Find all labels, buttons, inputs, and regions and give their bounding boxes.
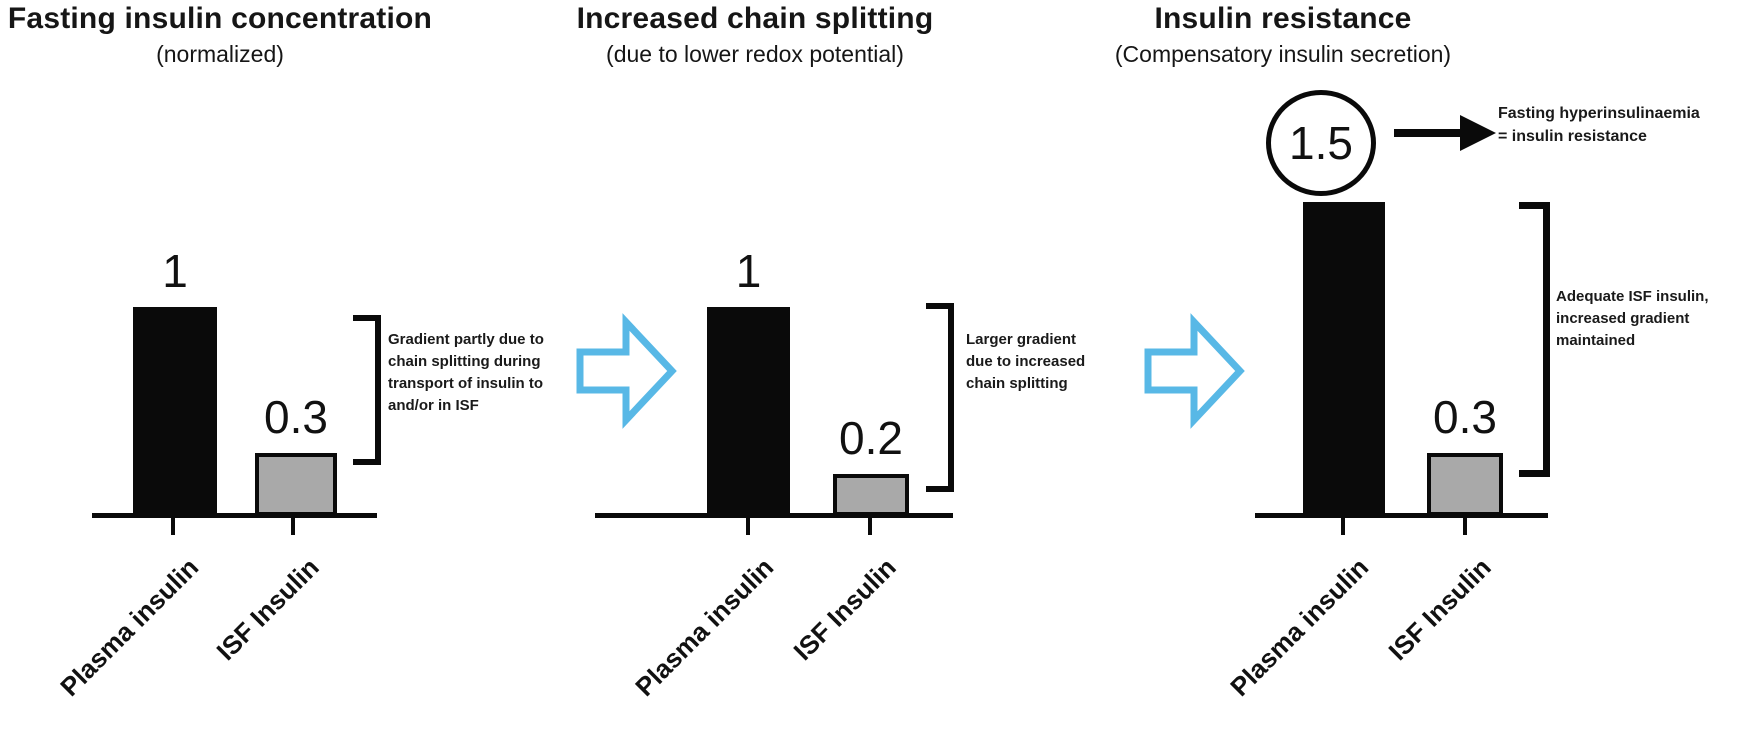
flow-arrow-1-icon (576, 313, 677, 429)
panel3-title: Insulin resistance (1154, 2, 1412, 35)
panel2-plasma-value-label: 1 (735, 245, 762, 297)
panel2-subtitle: (due to lower redox potential) (606, 41, 904, 67)
panel1-plasma-insulin-bar (133, 307, 217, 516)
panel2-isf-value-label: 0.2 (839, 412, 903, 464)
flow-arrow-2-icon (1144, 313, 1245, 429)
panel1-isf-insulin-bar (255, 453, 337, 516)
panel3-x-axis (1255, 513, 1548, 518)
panel1-plasma-value-label: 1 (162, 245, 188, 297)
panel1-label-isf-insulin: ISF Insulin (210, 552, 325, 667)
panel2-x-axis (595, 513, 953, 518)
hyperinsulinaemia-note: Fasting hyperinsulinaemia = insulin resi… (1498, 105, 1700, 145)
panel1-label-plasma-insulin: Plasma insulin (54, 552, 205, 702)
panel2-bracket (926, 303, 954, 492)
panel3-label-plasma-insulin: Plasma insulin (1224, 552, 1375, 702)
panel2-bracket-note: Larger gradient due to increased chain s… (966, 331, 1086, 392)
panel1-bracket-note: Gradient partly due to chain splitting d… (388, 331, 544, 414)
panel1-isf-value-label: 0.3 (264, 391, 328, 443)
panel1-tick-plasma (171, 518, 175, 535)
panel3-tick-plasma (1341, 518, 1345, 535)
panel3-bracket (1519, 202, 1550, 477)
panel2-tick-plasma (746, 518, 750, 535)
panel1-title: Fasting insulin concentration (7, 2, 433, 35)
panel3-bracket-note: Adequate ISF insulin, increased gradient… (1556, 288, 1709, 349)
panel2-label-isf-insulin: ISF Insulin (787, 552, 902, 667)
panel3-subtitle: (Compensatory insulin secretion) (1114, 41, 1452, 67)
panel1-tick-isf (291, 518, 295, 535)
circled-value-badge: 1.5 (1266, 90, 1376, 196)
panel3-isf-value-label: 0.3 (1433, 391, 1497, 443)
panel1-bracket (353, 315, 381, 465)
panel3-label-isf-insulin: ISF Insulin (1382, 552, 1497, 667)
panel2-tick-isf (868, 518, 872, 535)
panel2-plasma-insulin-bar (707, 307, 790, 516)
panel3-tick-isf (1463, 518, 1467, 535)
right-arrow-icon (1394, 115, 1496, 151)
panel2-label-plasma-insulin: Plasma insulin (629, 552, 780, 702)
panel1-x-axis (92, 513, 377, 518)
panel1-subtitle: (normalized) (156, 41, 284, 67)
panel3-isf-insulin-bar (1427, 453, 1503, 516)
panel2-isf-insulin-bar (833, 474, 909, 516)
panel3-plasma-insulin-bar (1303, 202, 1385, 516)
panel2-title: Increased chain splitting (576, 2, 934, 35)
